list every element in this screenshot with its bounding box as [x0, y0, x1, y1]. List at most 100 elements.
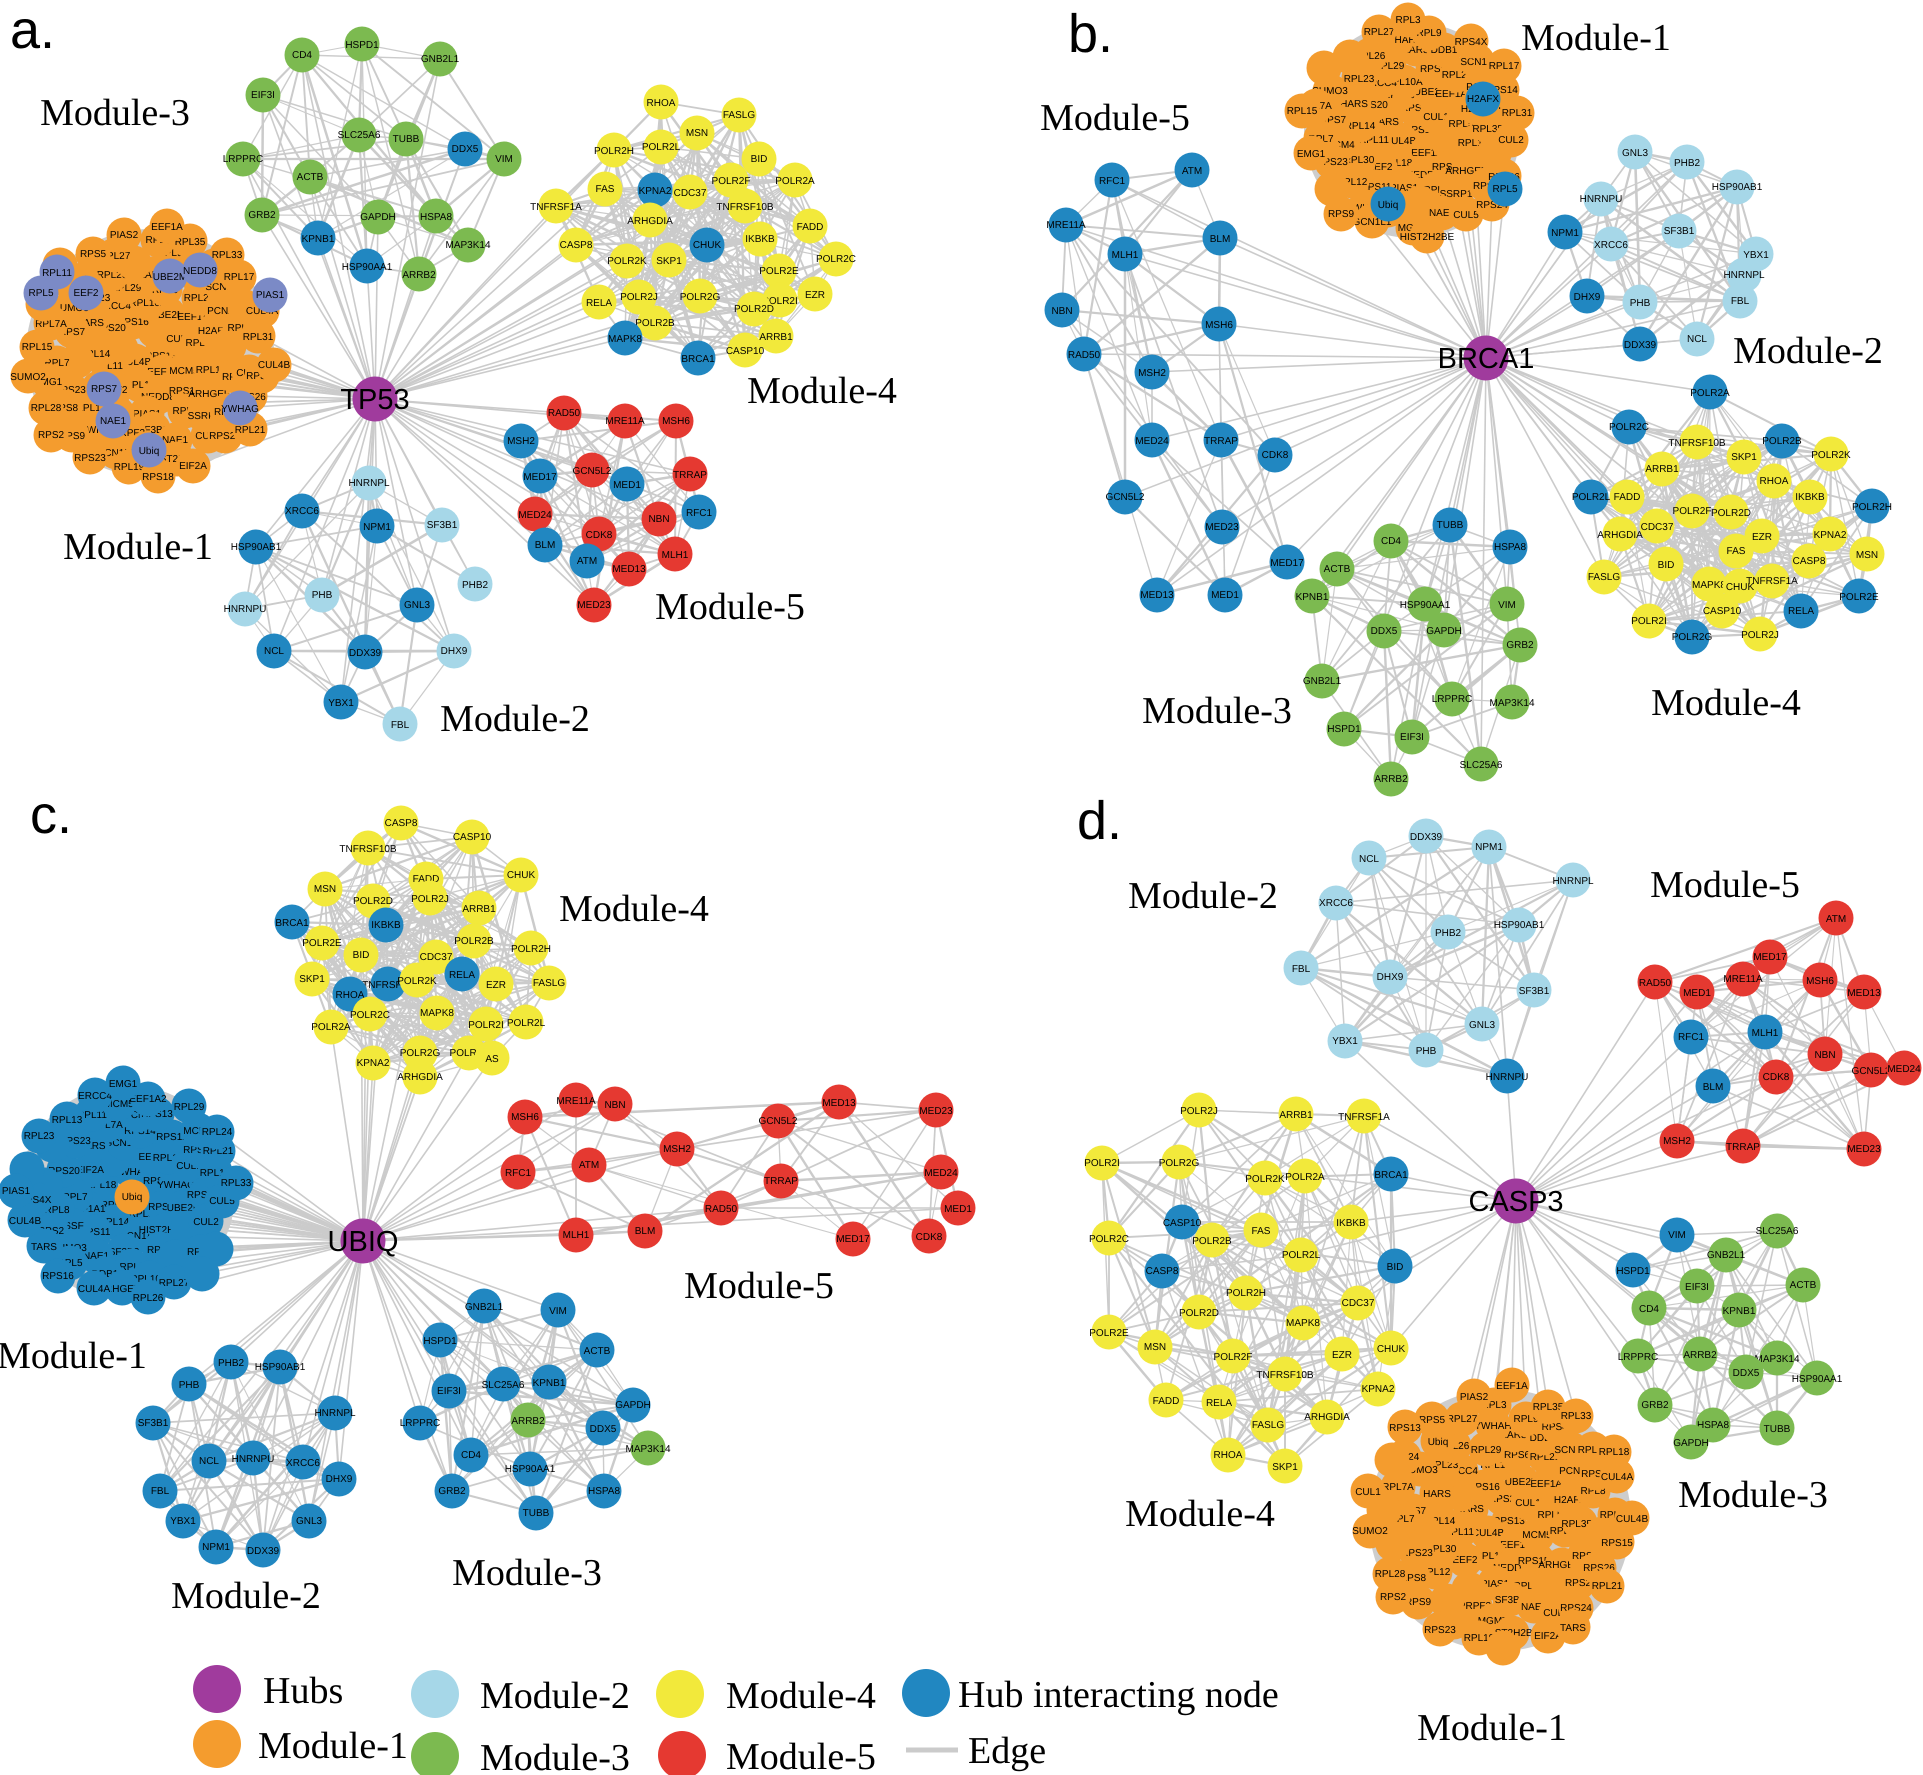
svg-text:MED13: MED13 [1847, 988, 1881, 999]
svg-text:TNFRSF1A: TNFRSF1A [1338, 1112, 1390, 1123]
svg-text:MCM4: MCM4 [1325, 140, 1355, 151]
svg-text:Hub interacting node: Hub interacting node [958, 1674, 1279, 1716]
svg-text:RPL3: RPL3 [1481, 1400, 1506, 1411]
svg-text:PHB2: PHB2 [462, 580, 489, 591]
svg-text:RHOA: RHOA [1214, 1450, 1243, 1461]
svg-text:PRPF3: PRPF3 [113, 428, 146, 439]
svg-text:CDK8: CDK8 [1763, 1072, 1790, 1083]
svg-text:TP53: TP53 [340, 384, 409, 416]
svg-text:BLM: BLM [1703, 1082, 1724, 1093]
svg-text:PIAS1: PIAS1 [2, 1186, 31, 1197]
svg-text:MED17: MED17 [523, 472, 557, 483]
svg-text:RPL33: RPL33 [1561, 1411, 1592, 1422]
svg-text:RPS4X: RPS4X [1542, 1422, 1575, 1433]
svg-text:Edge: Edge [968, 1730, 1046, 1772]
svg-text:EEF1A1: EEF1A1 [68, 1204, 106, 1215]
svg-text:EMG1: EMG1 [34, 377, 63, 388]
svg-text:RPL18: RPL18 [1599, 1447, 1630, 1458]
svg-text:NEDD8: NEDD8 [1406, 170, 1440, 181]
svg-text:DHX9: DHX9 [1377, 972, 1404, 983]
svg-text:RPS24: RPS24 [209, 431, 241, 442]
svg-text:RPL29: RPL29 [111, 283, 142, 294]
svg-text:POLR2L: POLR2L [642, 142, 681, 153]
svg-text:RPS23: RPS23 [1401, 1548, 1433, 1559]
svg-text:DDX5: DDX5 [452, 144, 479, 155]
svg-text:GRB2: GRB2 [438, 1486, 466, 1497]
svg-text:EEF1A2: EEF1A2 [1530, 1479, 1568, 1490]
svg-text:Module-1: Module-1 [1521, 17, 1671, 59]
svg-text:CD4: CD4 [461, 1450, 481, 1461]
svg-text:RPS16: RPS16 [42, 1271, 74, 1282]
svg-text:POLR2K: POLR2K [397, 976, 437, 987]
svg-text:RPL21: RPL21 [1530, 1452, 1561, 1463]
svg-text:FAS: FAS [1252, 1226, 1271, 1237]
svg-text:ATM: ATM [1826, 914, 1846, 925]
svg-text:EIF3I: EIF3I [1400, 732, 1424, 743]
svg-text:NAE1: NAE1 [162, 435, 189, 446]
svg-text:POLR2E: POLR2E [759, 266, 799, 277]
svg-text:GCN1L1: GCN1L1 [97, 448, 136, 459]
svg-text:MED24: MED24 [924, 1168, 958, 1179]
svg-text:RPL5: RPL5 [28, 288, 53, 299]
svg-text:KARS: KARS [1402, 45, 1430, 56]
svg-text:H2AFX: H2AFX [1467, 94, 1500, 105]
svg-text:Module-3: Module-3 [40, 92, 190, 134]
svg-text:EEF1A: EEF1A [1411, 148, 1443, 159]
svg-text:POLR2L: POLR2L [1282, 1250, 1321, 1261]
svg-text:RPL5: RPL5 [1492, 184, 1517, 195]
svg-text:RPS7: RPS7 [91, 384, 118, 395]
svg-text:MCM5: MCM5 [1522, 1530, 1552, 1541]
svg-text:IKBKB: IKBKB [371, 920, 401, 931]
svg-text:MSH6: MSH6 [1205, 320, 1233, 331]
svg-text:BRCA1: BRCA1 [1374, 1170, 1408, 1181]
svg-text:CN1A: CN1A [127, 1231, 154, 1242]
svg-text:CUL2: CUL2 [193, 1217, 219, 1228]
svg-text:SUMO2: SUMO2 [1352, 1526, 1388, 1537]
svg-text:RPS16: RPS16 [117, 317, 149, 328]
svg-text:RPL7A: RPL7A [35, 319, 67, 330]
svg-text:DDX39: DDX39 [1624, 340, 1657, 351]
svg-text:EMG1: EMG1 [109, 1079, 138, 1090]
svg-text:DDX39: DDX39 [1410, 832, 1443, 843]
svg-text:POLR2H: POLR2H [1852, 502, 1892, 513]
svg-text:RELA: RELA [449, 970, 475, 981]
svg-text:b.: b. [1068, 4, 1113, 64]
svg-text:TARS: TARS [1560, 1623, 1586, 1634]
svg-text:SKP1: SKP1 [299, 974, 325, 985]
svg-text:MAP3K14: MAP3K14 [625, 1444, 670, 1455]
svg-text:HSP90AB1: HSP90AB1 [231, 542, 282, 553]
svg-text:Module-2: Module-2 [1128, 875, 1278, 917]
svg-text:CDK8: CDK8 [1262, 450, 1289, 461]
svg-text:RPL5: RPL5 [1448, 119, 1473, 130]
svg-text:DDX5: DDX5 [1733, 1368, 1760, 1379]
svg-text:POLR2A: POLR2A [775, 176, 815, 187]
svg-text:Module-4: Module-4 [1125, 1493, 1275, 1535]
svg-text:TRRAP: TRRAP [1726, 1142, 1760, 1153]
svg-text:Ubiq: Ubiq [1378, 200, 1399, 211]
svg-text:POLR2F: POLR2F [450, 1048, 489, 1059]
svg-text:HARS: HARS [1423, 1489, 1451, 1500]
svg-text:Module-5: Module-5 [684, 1265, 834, 1307]
svg-text:DDX39: DDX39 [247, 1546, 280, 1557]
svg-text:YWHAH: YWHAH [1378, 35, 1415, 46]
svg-text:UBE2M: UBE2M [151, 310, 185, 321]
svg-text:ACTB: ACTB [1324, 564, 1351, 575]
svg-text:RPS26: RPS26 [148, 1202, 180, 1213]
svg-text:CUL4B: CUL4B [1616, 1514, 1649, 1525]
svg-text:MED1: MED1 [1683, 988, 1711, 999]
svg-text:DHX9: DHX9 [441, 646, 468, 657]
svg-text:Module-3: Module-3 [1142, 690, 1292, 732]
svg-text:POLR2D: POLR2D [734, 304, 774, 315]
svg-text:POLR2E: POLR2E [302, 938, 342, 949]
svg-text:EEF1A: EEF1A [1500, 1540, 1532, 1551]
svg-text:BLM: BLM [635, 1226, 656, 1237]
svg-text:KPNA2: KPNA2 [357, 1058, 390, 1069]
svg-text:ATM: ATM [1182, 166, 1202, 177]
svg-text:POLR2F: POLR2F [1673, 506, 1712, 517]
svg-text:EEF1A2: EEF1A2 [1435, 89, 1473, 100]
svg-text:POLR2I: POLR2I [1631, 616, 1667, 627]
svg-text:CDK8: CDK8 [586, 530, 613, 541]
svg-text:EIF3I: EIF3I [437, 1386, 461, 1397]
svg-text:RPL26: RPL26 [97, 270, 128, 281]
svg-text:HSP90AB1: HSP90AB1 [1494, 920, 1545, 931]
